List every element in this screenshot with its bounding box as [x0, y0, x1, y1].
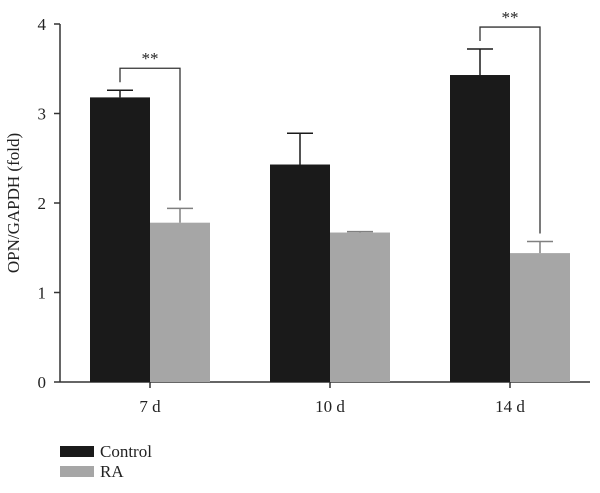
x-ticks: 7 d 10 d 14 d — [139, 382, 525, 416]
x-tick-label: 10 d — [315, 397, 345, 416]
legend-label-control: Control — [100, 442, 152, 461]
y-ticks: 0 1 2 3 4 — [38, 15, 60, 392]
x-tick-label: 7 d — [139, 397, 161, 416]
bar-ra-14d — [510, 253, 570, 382]
significance-bracket — [119, 67, 181, 201]
y-tick-label: 4 — [38, 15, 47, 34]
x-tick-label: 14 d — [495, 397, 525, 416]
y-tick-label: 0 — [38, 373, 47, 392]
y-tick-label: 2 — [38, 194, 47, 213]
legend-label-ra: RA — [100, 462, 124, 481]
significance-label: ** — [142, 49, 159, 68]
bar-ra-7d — [150, 222, 210, 382]
bars — [90, 48, 570, 382]
significance-annotations: ** ** — [119, 8, 541, 234]
bar-control-7d — [90, 97, 150, 382]
significance-bracket — [479, 26, 541, 234]
y-tick-label: 3 — [38, 105, 47, 124]
legend-swatch-ra — [60, 466, 94, 477]
bar-control-10d — [270, 164, 330, 382]
significance-label: ** — [502, 8, 519, 27]
y-axis-title: OPN/GAPDH (fold) — [4, 133, 23, 273]
bar-control-14d — [450, 75, 510, 382]
legend-swatch-control — [60, 446, 94, 457]
y-tick-label: 1 — [38, 284, 47, 303]
bar-ra-10d — [330, 232, 390, 382]
